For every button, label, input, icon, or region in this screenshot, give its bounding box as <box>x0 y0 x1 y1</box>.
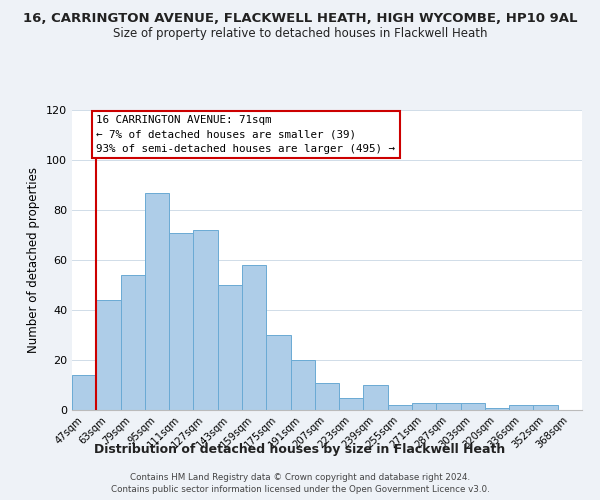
Bar <box>436 402 461 410</box>
Bar <box>121 275 145 410</box>
Text: Contains HM Land Registry data © Crown copyright and database right 2024.: Contains HM Land Registry data © Crown c… <box>130 472 470 482</box>
Bar <box>461 402 485 410</box>
Bar <box>169 232 193 410</box>
Bar <box>266 335 290 410</box>
Bar <box>364 385 388 410</box>
Text: Contains public sector information licensed under the Open Government Licence v3: Contains public sector information licen… <box>110 485 490 494</box>
Bar <box>315 382 339 410</box>
Bar <box>533 405 558 410</box>
Bar <box>509 405 533 410</box>
Text: Size of property relative to detached houses in Flackwell Heath: Size of property relative to detached ho… <box>113 28 487 40</box>
Bar <box>290 360 315 410</box>
Bar <box>412 402 436 410</box>
Bar <box>339 398 364 410</box>
Text: 16, CARRINGTON AVENUE, FLACKWELL HEATH, HIGH WYCOMBE, HP10 9AL: 16, CARRINGTON AVENUE, FLACKWELL HEATH, … <box>23 12 577 26</box>
Text: Distribution of detached houses by size in Flackwell Heath: Distribution of detached houses by size … <box>94 442 506 456</box>
Y-axis label: Number of detached properties: Number of detached properties <box>28 167 40 353</box>
Bar <box>193 230 218 410</box>
Bar <box>388 405 412 410</box>
Bar <box>485 408 509 410</box>
Bar <box>145 192 169 410</box>
Bar <box>96 300 121 410</box>
Bar <box>218 285 242 410</box>
Bar <box>72 375 96 410</box>
Text: 16 CARRINGTON AVENUE: 71sqm
← 7% of detached houses are smaller (39)
93% of semi: 16 CARRINGTON AVENUE: 71sqm ← 7% of deta… <box>96 115 395 154</box>
Bar <box>242 265 266 410</box>
